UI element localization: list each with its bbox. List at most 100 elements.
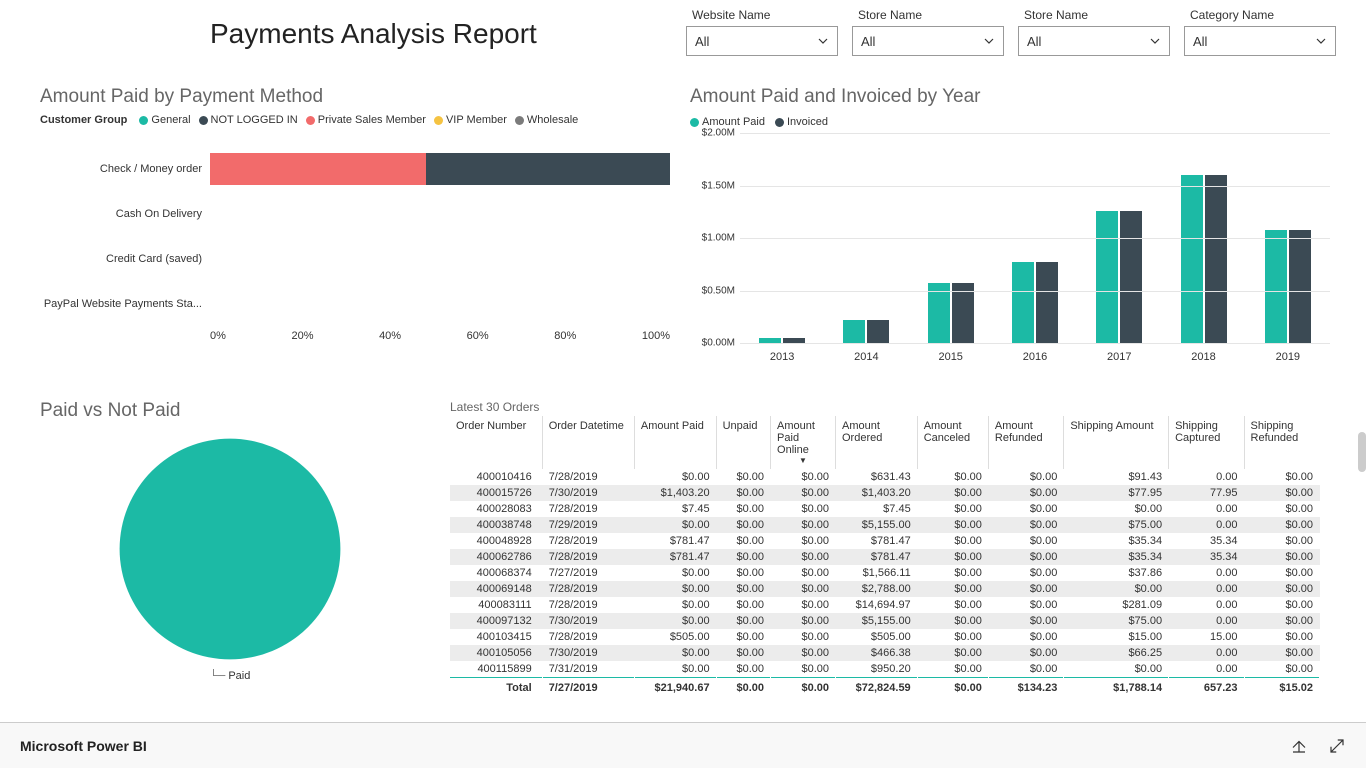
column-bar-invoiced[interactable] (952, 283, 974, 343)
table-header[interactable]: Shipping Captured (1169, 416, 1244, 469)
table-cell: $0.00 (1244, 661, 1319, 678)
filter-dropdown[interactable]: All (1184, 26, 1336, 56)
column-bar-paid[interactable] (1096, 211, 1118, 343)
hbar-track[interactable] (210, 288, 670, 320)
legend-item[interactable]: Private Sales Member (306, 114, 426, 126)
table-row[interactable]: 4000280837/28/2019$7.45$0.00$0.00$7.45$0… (450, 501, 1320, 517)
hbar-segment[interactable] (426, 153, 670, 185)
table-cell: $0.00 (634, 645, 716, 661)
legend-item[interactable]: General (139, 114, 190, 126)
table-cell: $0.00 (988, 533, 1063, 549)
table-cell: $781.47 (835, 533, 917, 549)
table-row[interactable]: 4001158997/31/2019$0.00$0.00$0.00$950.20… (450, 661, 1320, 678)
column-chart-title: Amount Paid and Invoiced by Year (690, 86, 1330, 108)
legend-label: Invoiced (787, 116, 828, 128)
filter-dropdown[interactable]: All (852, 26, 1004, 56)
hbar-track[interactable] (210, 243, 670, 275)
legend-item[interactable]: Amount Paid (690, 116, 765, 128)
legend-item[interactable]: NOT LOGGED IN (199, 114, 298, 126)
table-cell: $0.00 (716, 549, 770, 565)
table-row[interactable]: 4001034157/28/2019$505.00$0.00$0.00$505.… (450, 629, 1320, 645)
hbar-segment[interactable] (210, 153, 426, 185)
x-label: 2015 (938, 351, 962, 363)
table-row[interactable]: 4000831117/28/2019$0.00$0.00$0.00$14,694… (450, 597, 1320, 613)
table-row[interactable]: 4000387487/29/2019$0.00$0.00$0.00$5,155.… (450, 517, 1320, 533)
table-row[interactable]: 4001050567/30/2019$0.00$0.00$0.00$466.38… (450, 645, 1320, 661)
table-header[interactable]: Order Number (450, 416, 542, 469)
legend-item[interactable]: VIP Member (434, 114, 507, 126)
table-cell: $91.43 (1064, 469, 1169, 485)
table-row[interactable]: 4000691487/28/2019$0.00$0.00$0.00$2,788.… (450, 581, 1320, 597)
column-bar-paid[interactable] (1181, 175, 1203, 343)
table-cell: $0.00 (1244, 485, 1319, 501)
table-cell: 400028083 (450, 501, 542, 517)
legend-swatch (434, 116, 443, 125)
table-cell: $75.00 (1064, 613, 1169, 629)
column-bar-paid[interactable] (928, 283, 950, 343)
table-cell: $7.45 (835, 501, 917, 517)
y-tick: $1.00M (690, 233, 735, 244)
column-group[interactable] (1258, 230, 1318, 343)
column-group[interactable] (921, 283, 981, 343)
column-bar-paid[interactable] (843, 320, 865, 343)
table-cell: $0.00 (771, 549, 836, 565)
hbar-label: Credit Card (saved) (40, 253, 210, 265)
table-scrollbar[interactable] (1358, 428, 1366, 718)
chevron-down-icon (1315, 35, 1327, 47)
table-cell: $0.00 (917, 661, 988, 678)
filter-1: Store NameAll (852, 8, 1004, 56)
table-cell: 0.00 (1169, 613, 1244, 629)
table-row[interactable]: 4000683747/27/2019$0.00$0.00$0.00$1,566.… (450, 565, 1320, 581)
column-group[interactable] (1174, 175, 1234, 343)
column-bar-invoiced[interactable] (867, 320, 889, 343)
column-bar-paid[interactable] (1265, 230, 1287, 343)
table-header[interactable]: Amount Paid (634, 416, 716, 469)
filter-dropdown[interactable]: All (686, 26, 838, 56)
table-header[interactable]: Amount Paid Online▼ (771, 416, 836, 469)
table-cell: 7/30/2019 (542, 613, 634, 629)
column-bar-invoiced[interactable] (1205, 175, 1227, 343)
table-row[interactable]: 4000489287/28/2019$781.47$0.00$0.00$781.… (450, 533, 1320, 549)
table-header[interactable]: Amount Ordered (835, 416, 917, 469)
table-header[interactable]: Amount Canceled (917, 416, 988, 469)
filter-dropdown[interactable]: All (1018, 26, 1170, 56)
table-cell: $0.00 (1244, 501, 1319, 517)
fullscreen-icon[interactable] (1328, 737, 1346, 755)
column-bar-paid[interactable] (1012, 262, 1034, 343)
table-cell: $0.00 (634, 469, 716, 485)
stacked-bar-chart: Amount Paid by Payment Method Customer G… (40, 86, 670, 386)
table-cell: $0.00 (634, 565, 716, 581)
legend-item[interactable]: Invoiced (775, 116, 828, 128)
table-cell: $0.00 (988, 517, 1063, 533)
column-group[interactable] (836, 320, 896, 343)
x-label: 2013 (770, 351, 794, 363)
hbar-track[interactable] (210, 153, 670, 185)
table-row[interactable]: 4000104167/28/2019$0.00$0.00$0.00$631.43… (450, 469, 1320, 485)
table-cell: $0.00 (917, 565, 988, 581)
table-header[interactable]: Amount Refunded (988, 416, 1063, 469)
table-row[interactable]: 4000157267/30/2019$1,403.20$0.00$0.00$1,… (450, 485, 1320, 501)
table-cell: 400103415 (450, 629, 542, 645)
table-cell: $0.00 (716, 485, 770, 501)
table-row[interactable]: 4000627867/28/2019$781.47$0.00$0.00$781.… (450, 549, 1320, 565)
column-group[interactable] (1005, 262, 1065, 343)
hbar-row: Credit Card (saved) (40, 236, 670, 281)
column-group[interactable] (1089, 211, 1149, 343)
table-header[interactable]: Shipping Refunded (1244, 416, 1319, 469)
legend-item[interactable]: Wholesale (515, 114, 578, 126)
table-header[interactable]: Order Datetime (542, 416, 634, 469)
share-icon[interactable] (1290, 737, 1308, 755)
table-title: Latest 30 Orders (450, 400, 1320, 414)
column-bar-invoiced[interactable] (1289, 230, 1311, 343)
column-bar-invoiced[interactable] (1120, 211, 1142, 343)
table-header[interactable]: Shipping Amount (1064, 416, 1169, 469)
table-header[interactable]: Unpaid (716, 416, 770, 469)
x-label: 2016 (1023, 351, 1047, 363)
column-chart-legend: Amount Paid Invoiced (690, 116, 1330, 128)
hbar-track[interactable] (210, 198, 670, 230)
legend-swatch (775, 118, 784, 127)
pie-chart: Paid vs Not Paid └─ Paid (40, 400, 420, 710)
table-row[interactable]: 4000971327/30/2019$0.00$0.00$0.00$5,155.… (450, 613, 1320, 629)
hbar-row: PayPal Website Payments Sta... (40, 281, 670, 326)
column-bar-invoiced[interactable] (1036, 262, 1058, 343)
